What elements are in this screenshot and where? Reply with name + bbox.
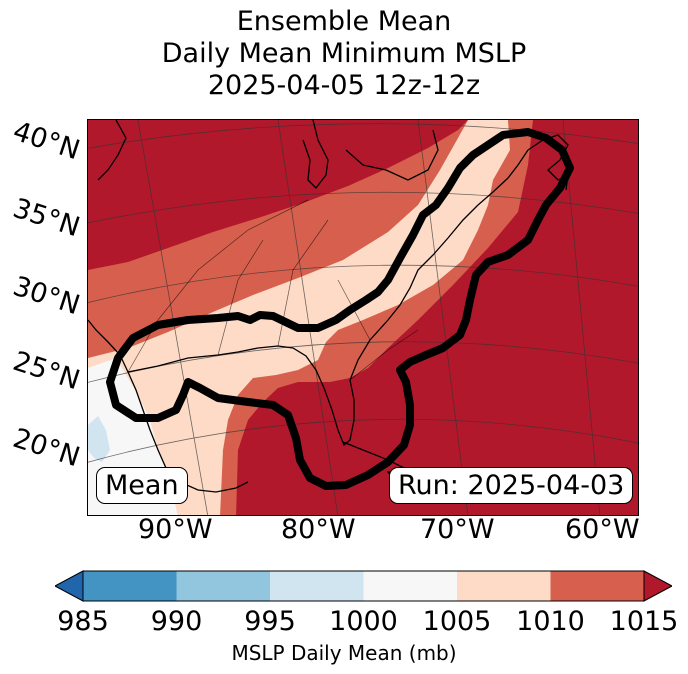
colorbar-cell (363, 571, 458, 601)
colorbar-tick-label: 985 (57, 606, 109, 637)
title-line-1: Ensemble Mean (236, 6, 452, 37)
lon-label-90w: 90°W (138, 514, 213, 545)
lat-label-35: 35°N (9, 192, 84, 244)
lon-label-60w: 60°W (565, 514, 640, 545)
colorbar-tick-label: 1010 (516, 606, 585, 637)
run-date-label: Run: 2025-04-03 (389, 467, 634, 504)
colorbar-tick-label: 1015 (609, 606, 679, 637)
colorbar-extend-high (643, 570, 672, 602)
mslp-contour (106, 128, 574, 490)
lat-label-20: 20°N (9, 422, 84, 474)
lon-label-80w: 80°W (281, 514, 356, 545)
colorbar-extend-low (55, 570, 84, 602)
field-1000-1005 (88, 120, 510, 515)
lat-label-40: 40°N (9, 115, 84, 167)
lon-label-70w: 70°W (420, 514, 495, 545)
colorbar-cell (457, 571, 551, 601)
mean-label: Mean (96, 467, 188, 504)
colorbar-cell (83, 571, 177, 601)
colorbar-cell (176, 571, 271, 601)
colorbar-cell (550, 571, 645, 601)
field-990-995 (88, 416, 110, 462)
colorbar-tick-label: 1005 (422, 606, 492, 637)
pressure-map (88, 120, 638, 515)
colorbar-tick-label: 1000 (329, 606, 398, 637)
colorbar-tick-label: 995 (244, 606, 296, 637)
title-line-2: Daily Mean Minimum MSLP (161, 38, 527, 69)
map-panel (87, 119, 639, 516)
colorbar-label: MSLP Daily Mean (mb) (231, 641, 457, 665)
colorbar (55, 570, 672, 602)
colorbar-tick-label: 990 (150, 606, 203, 637)
lat-label-25: 25°N (9, 345, 84, 397)
lat-label-30: 30°N (9, 270, 84, 322)
colorbar-cell (270, 571, 364, 601)
title-line-3: 2025-04-05 12z-12z (207, 70, 481, 101)
colorbar-frame (82, 570, 645, 602)
